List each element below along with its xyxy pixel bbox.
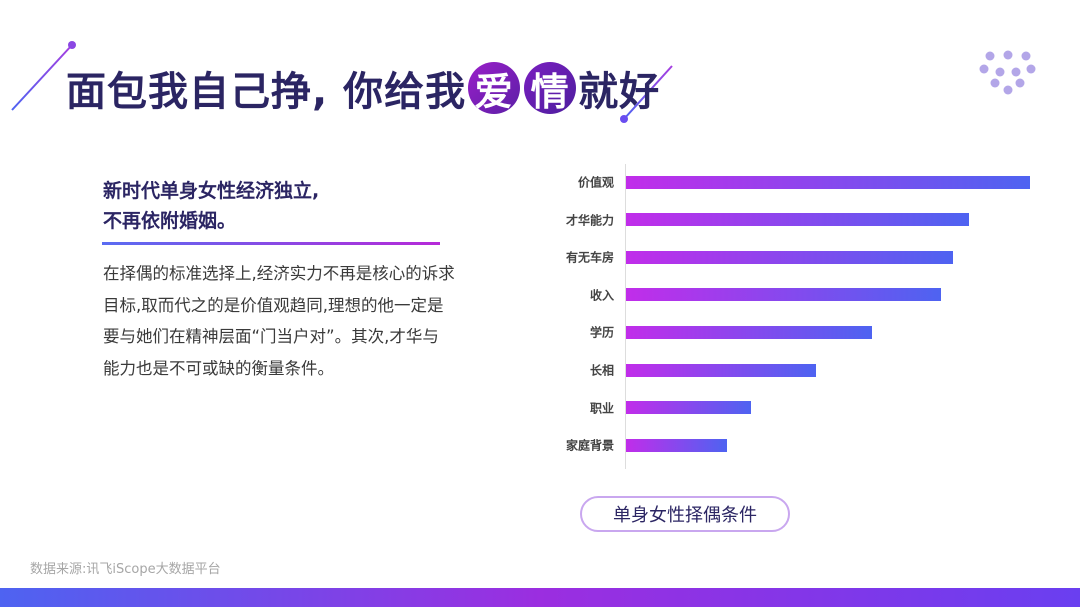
title-part1: 面包我自己挣, 你给我 <box>66 69 467 115</box>
title-circle-ai: 爱 <box>468 62 521 114</box>
page-title: 面包我自己挣, 你给我 爱 情 就好 <box>66 58 660 118</box>
category-label: 长相 <box>589 363 614 378</box>
bar <box>626 325 873 339</box>
chart-title: 单身女性择偶条件 <box>613 505 757 526</box>
bar <box>626 438 727 452</box>
subtitle-line1: 新时代单身女性经济独立, <box>103 180 320 202</box>
decor-dot-right <box>620 115 628 123</box>
category-label: 有无车房 <box>565 250 614 265</box>
decor-dot-left <box>68 41 76 49</box>
title-part2: 就好 <box>578 69 661 115</box>
subtitle-line2: 不再依附婚姻。 <box>103 210 237 232</box>
category-label: 学历 <box>589 325 614 340</box>
decor-line-right <box>623 65 673 120</box>
subtitle-divider <box>102 242 440 245</box>
bar <box>626 213 970 227</box>
category-label: 才华能力 <box>565 213 614 228</box>
data-source: 数据来源:讯飞iScope大数据平台 <box>30 562 221 577</box>
bar <box>626 250 954 264</box>
category-label: 职业 <box>589 401 614 416</box>
dot-grid-icon <box>979 50 1036 95</box>
bar <box>626 288 942 302</box>
bottom-band <box>0 588 1080 607</box>
panel-body-text: 在择偶的标准选择上,经济实力不再是核心的诉求目标,取而代之的是价值观趋同,理想的… <box>103 264 455 378</box>
category-label: 价值观 <box>577 175 614 190</box>
chart-title-pill: 单身女性择偶条件 <box>580 496 790 532</box>
category-label: 收入 <box>589 288 614 303</box>
panel-subtitle: 新时代单身女性经济独立, 不再依附婚姻。 <box>103 176 463 236</box>
category-label: 家庭背景 <box>565 438 614 453</box>
decor-line-left <box>11 44 73 111</box>
bar <box>626 175 1030 189</box>
bar <box>626 401 752 415</box>
title-circle-qing: 情 <box>524 62 577 114</box>
y-axis-line <box>625 164 626 469</box>
bar <box>626 363 816 377</box>
